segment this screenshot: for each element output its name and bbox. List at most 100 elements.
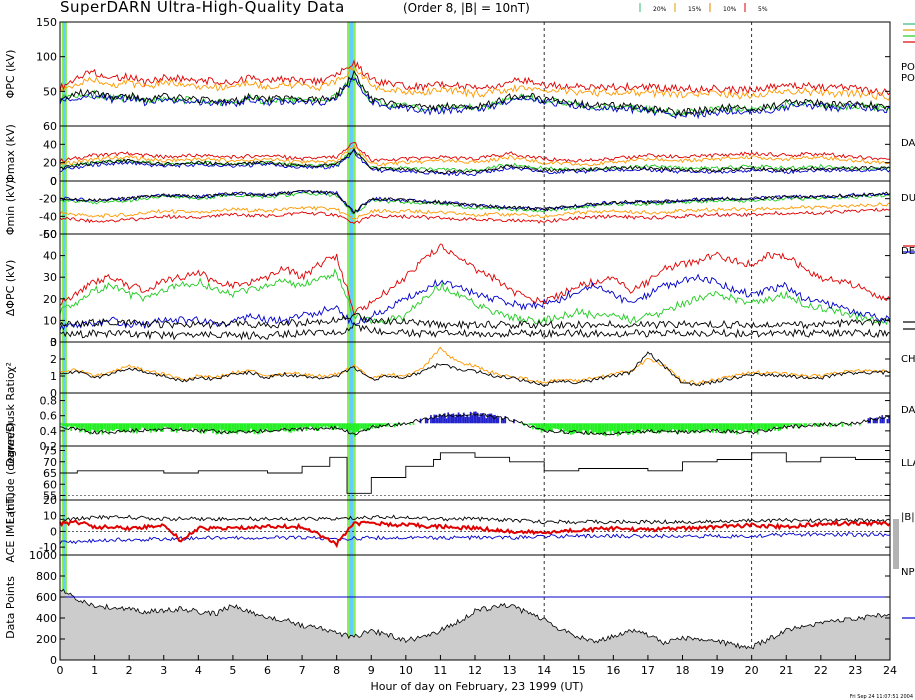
- ratio-fill-bar: [191, 423, 194, 428]
- ratio-fill-bar: [468, 416, 470, 424]
- ratio-fill-bar: [79, 423, 81, 433]
- ratio-fill-bar: [736, 423, 738, 435]
- ratio-fill-bar: [466, 414, 469, 424]
- ratio-fill-bar: [787, 423, 790, 427]
- ratio-fill-bar: [627, 423, 629, 436]
- y-axis-label-points: Data Points: [4, 576, 17, 639]
- ratio-fill-bar: [634, 423, 636, 434]
- ratio-fill-bar: [758, 423, 761, 431]
- ratio-fill-bar: [187, 423, 190, 432]
- series-dphi-pc-blue-2: [59, 273, 891, 331]
- ratio-fill-bar: [293, 423, 296, 432]
- ratio-fill-bar: [530, 423, 533, 426]
- ratio-fill-bar: [321, 423, 323, 429]
- ratio-fill-bar: [582, 423, 584, 431]
- ratio-fill-bar: [276, 423, 278, 431]
- x-tick-label: 5: [229, 664, 236, 677]
- ratio-fill-bar: [596, 423, 598, 434]
- ratio-fill-bar: [677, 423, 680, 435]
- ratio-fill-bar: [743, 423, 745, 432]
- ratio-fill-bar: [481, 413, 484, 424]
- ratio-fill-bar: [213, 423, 216, 432]
- y-tick-label: 0: [50, 175, 57, 188]
- ratio-fill-bar: [80, 423, 83, 432]
- ratio-fill-bar: [151, 423, 154, 430]
- ratio-fill-bar: [329, 423, 332, 428]
- ratio-fill-bar: [442, 414, 444, 424]
- ratio-fill-bar: [874, 417, 877, 424]
- ratio-fill-bar: [369, 423, 372, 427]
- ratio-fill-bar: [198, 423, 201, 431]
- ratio-fill-bar: [602, 423, 605, 436]
- ratio-fill-bar: [590, 423, 593, 433]
- ratio-fill-bar: [544, 423, 546, 431]
- ratio-fill-bar: [250, 423, 252, 429]
- series-imf-black-0: [59, 514, 891, 525]
- ratio-fill-bar: [794, 423, 797, 426]
- ratio-fill-bar: [412, 423, 415, 425]
- y-tick-label: 50: [43, 228, 57, 241]
- ratio-fill-bar: [96, 423, 99, 433]
- ratio-fill-bar: [580, 423, 583, 434]
- ratio-fill-bar: [694, 423, 697, 434]
- ratio-fill-bar: [160, 423, 163, 432]
- ratio-fill-bar: [551, 423, 553, 432]
- ratio-fill-bar: [798, 423, 801, 429]
- ratio-fill-bar: [289, 423, 292, 433]
- ratio-fill-bar: [644, 423, 647, 430]
- ratio-fill-bar: [495, 416, 498, 424]
- ratio-fill-bar: [768, 423, 771, 430]
- ratio-fill-bar: [201, 423, 204, 429]
- ratio-fill-bar: [156, 423, 159, 430]
- y-tick-label: 0: [50, 525, 57, 538]
- ratio-fill-bar: [699, 423, 702, 433]
- series-lat-black-0: [60, 452, 891, 494]
- panel-imf: -10 0 10 20 ACE IMF (nT) |B|: [4, 492, 915, 562]
- ratio-fill-bar: [781, 423, 783, 429]
- ratio-fill-bar: [606, 423, 609, 432]
- ratio-fill-bar: [722, 423, 724, 434]
- ratio-fill-bar: [220, 423, 223, 435]
- ratio-fill-bar: [679, 423, 681, 432]
- y-tick-label: -20: [39, 193, 57, 206]
- ratio-fill-bar: [68, 423, 71, 426]
- ratio-fill-bar: [744, 423, 747, 430]
- x-tick-label: 24: [883, 664, 897, 677]
- ratio-fill-bar: [703, 423, 705, 433]
- ratio-fill-bar: [200, 423, 202, 434]
- ratio-fill-bar: [558, 423, 560, 430]
- y-axis-label-chi: χ²: [4, 362, 17, 373]
- ratio-fill-bar: [120, 423, 123, 432]
- ratio-fill-bar: [850, 423, 852, 427]
- ratio-fill-bar: [663, 423, 666, 432]
- x-tick-label: 20: [745, 664, 759, 677]
- right-marks: [893, 23, 915, 619]
- panel-points: 0 200 400 600 800 1000 Data Points NP: [4, 549, 915, 667]
- figure-title: SuperDARN Ultra-High-Quality Data: [60, 0, 345, 16]
- ratio-fill-bar: [604, 423, 607, 437]
- y-tick-label: -60: [39, 228, 57, 241]
- ratio-fill-bar: [559, 423, 562, 433]
- right-label: |B|: [901, 512, 915, 523]
- ratio-fill-bar: [219, 423, 221, 430]
- ratio-fill-bar: [352, 423, 354, 435]
- ratio-fill-bar: [665, 423, 667, 431]
- ratio-fill-bar: [675, 423, 678, 430]
- series-phi-max-red-0: [59, 142, 891, 163]
- ratio-fill-bar: [578, 423, 581, 433]
- legend-label: 5%: [758, 6, 768, 13]
- right-label: PO: [901, 62, 915, 73]
- ratio-fill-bar: [717, 423, 719, 430]
- right-label: PO: [901, 73, 915, 84]
- ratio-fill-bar: [684, 423, 686, 433]
- ratio-fill-bar: [478, 416, 481, 424]
- ratio-fill-bar: [502, 419, 505, 424]
- ratio-fill-bar: [500, 418, 503, 424]
- y-tick-label: 2: [50, 353, 57, 366]
- ratio-fill-bar: [455, 414, 458, 424]
- ratio-fill-bar: [649, 423, 652, 432]
- data-points-area: [59, 588, 891, 661]
- ratio-fill-bar: [286, 423, 289, 429]
- ratio-fill-bar: [236, 423, 239, 435]
- ratio-fill-bar: [376, 423, 379, 428]
